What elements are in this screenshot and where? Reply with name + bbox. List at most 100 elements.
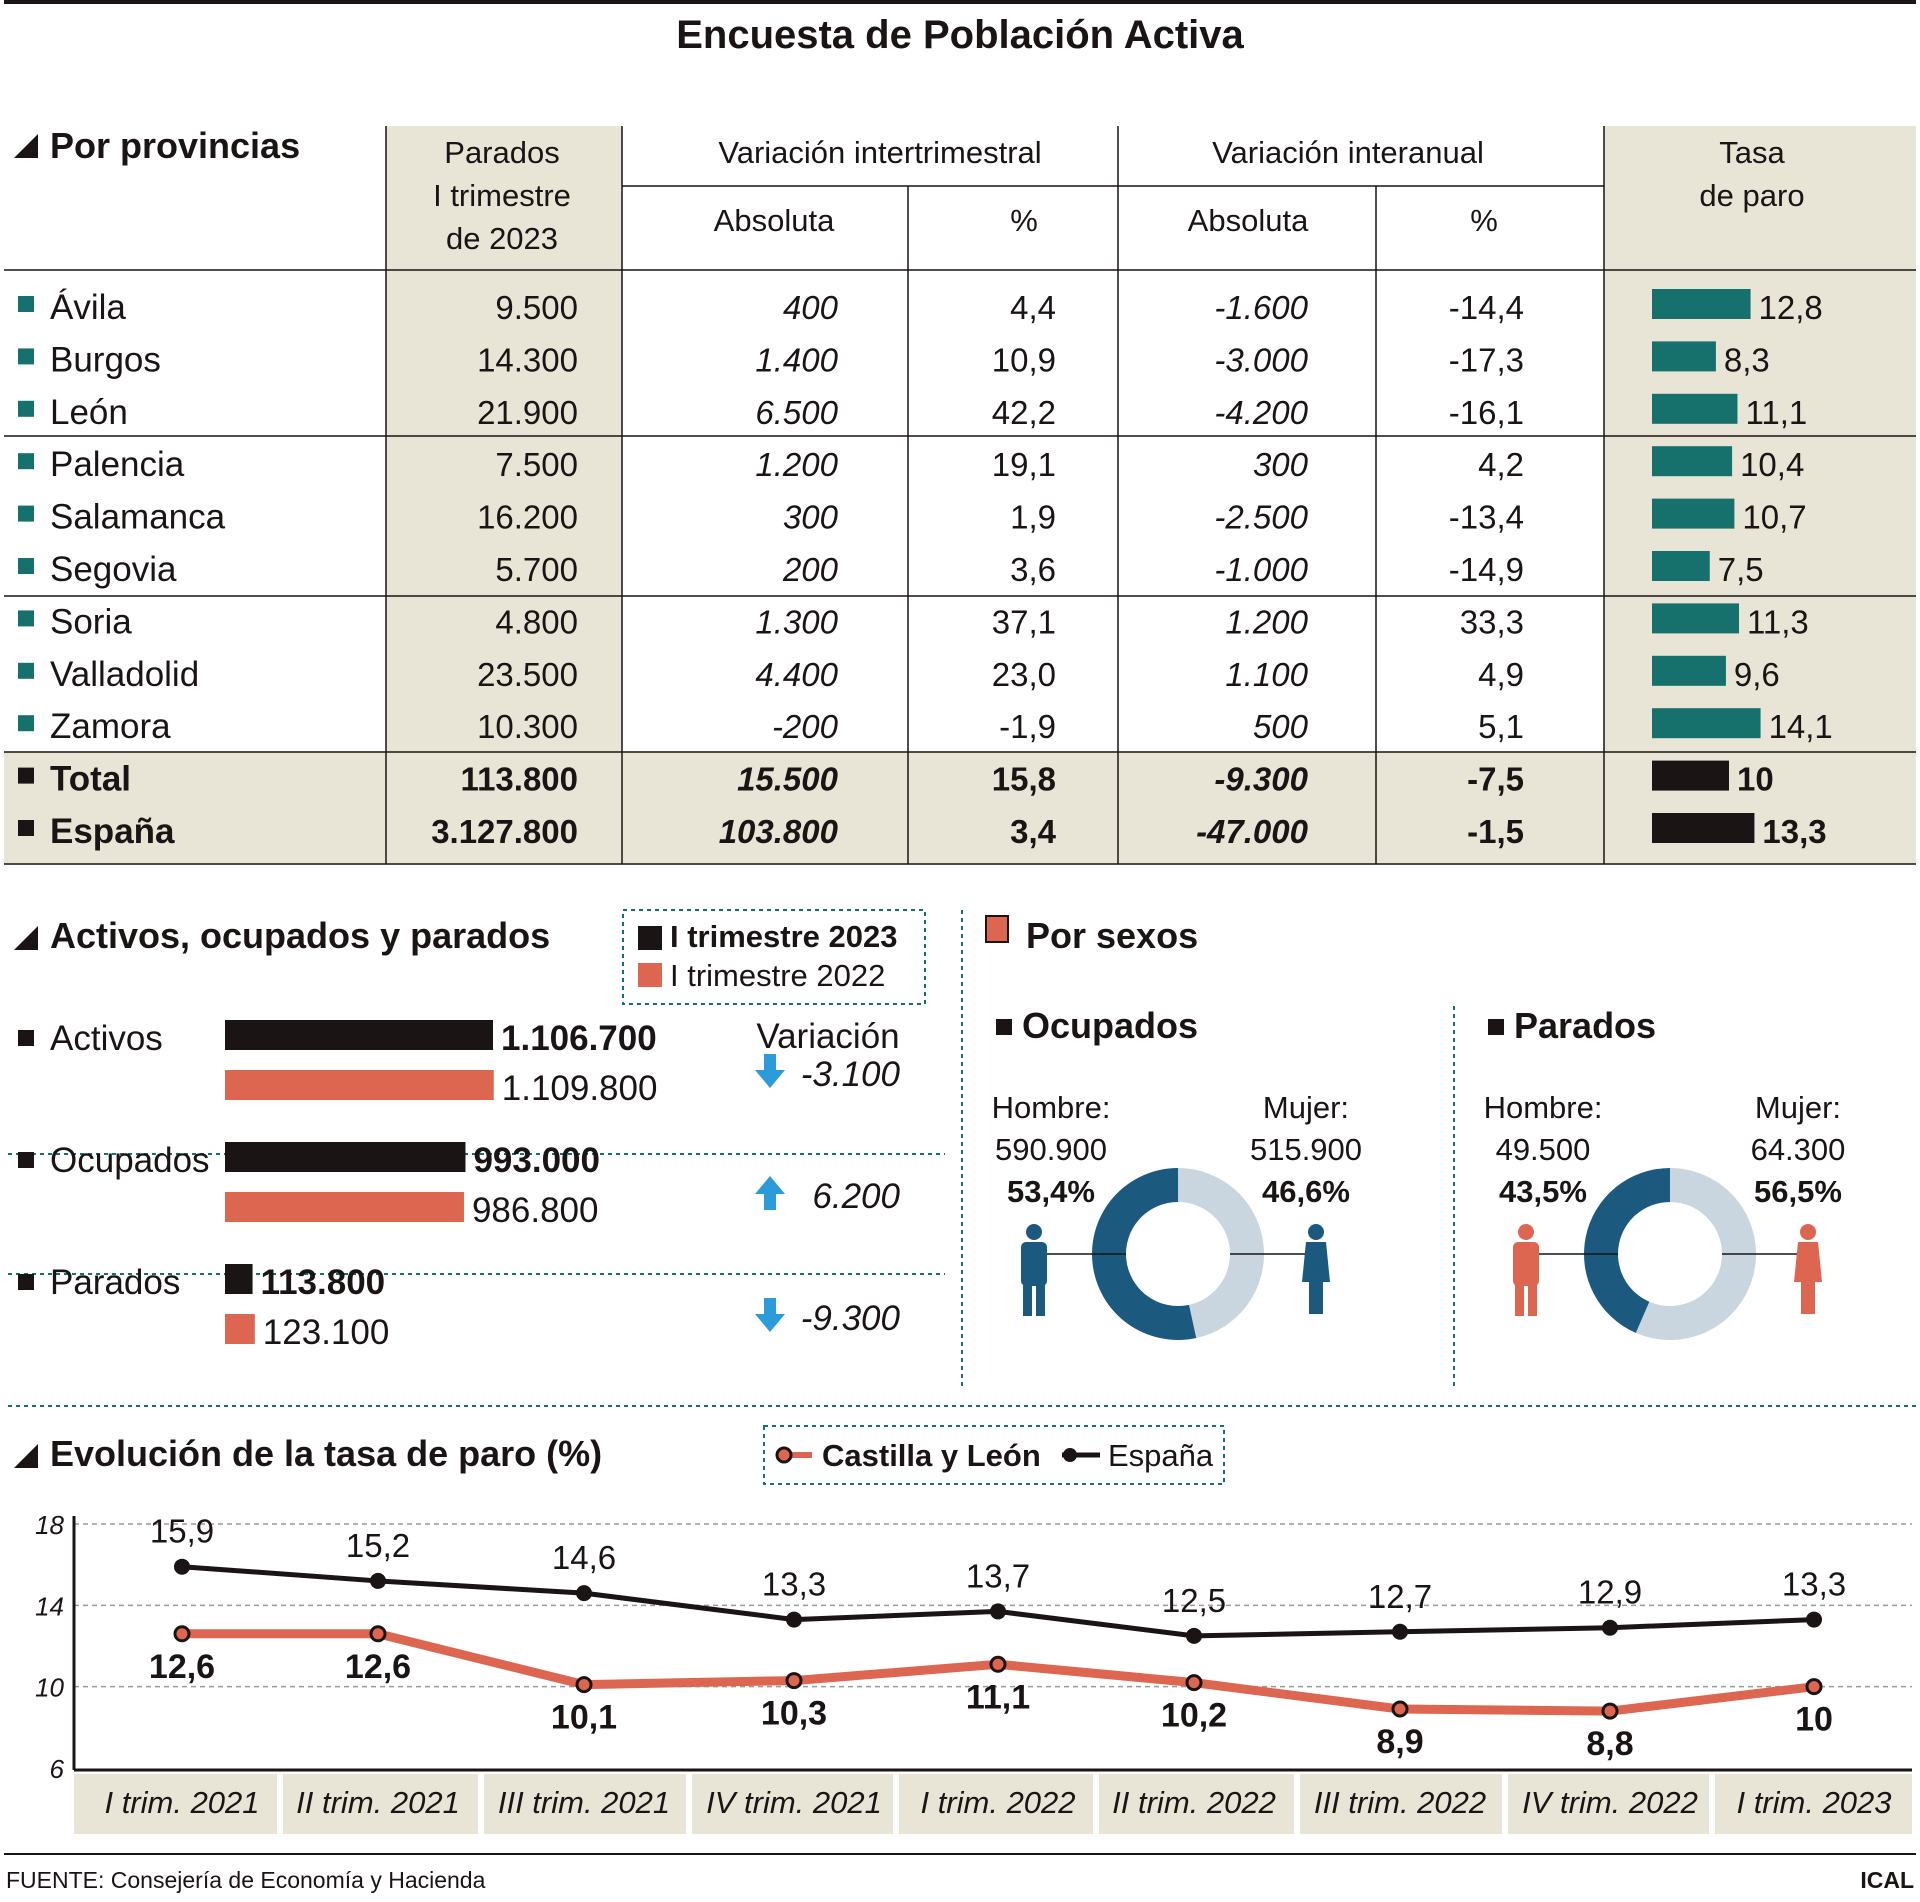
label-cyl: 12,6 [345, 1648, 411, 1686]
header-intertrimestral: Variación intertrimestral [718, 135, 1041, 170]
point-cyl [173, 1625, 191, 1643]
row-inter-pct: 4,4 [1010, 289, 1056, 326]
tasa-bar [1652, 393, 1738, 424]
tasa-label: 11,1 [1745, 394, 1807, 431]
table-row: Segovia 5.700 200 3,6 -1.000 -14,9 7,5 [18, 550, 1764, 589]
group-square-icon [18, 1152, 34, 1168]
provincias-table: Por provincias Parados I trimestre de 20… [4, 125, 1916, 865]
row-inter-absoluta: -200 [772, 708, 839, 745]
header-parados-2: I trimestre [433, 178, 571, 213]
row-anual-absoluta: 1.100 [1225, 656, 1308, 693]
arrow-up-icon [755, 1176, 785, 1210]
row-square-icon [18, 662, 34, 679]
row-name: Palencia [50, 445, 185, 484]
x-category-label: IV trim. 2021 [706, 1785, 882, 1820]
row-inter-pct: 1,9 [1010, 499, 1056, 536]
section-title-provincias: Por provincias [50, 125, 300, 166]
legend-marker-espana [1063, 1448, 1077, 1462]
row-anual-pct: -7,5 [1467, 761, 1524, 798]
tasa-label: 13,3 [1762, 813, 1826, 850]
legend-label-cyl: Castilla y León [822, 1438, 1041, 1473]
row-inter-pct: 42,2 [992, 394, 1056, 431]
row-name: Ávila [50, 288, 126, 327]
bar-2022 [225, 1192, 464, 1222]
x-category-label: I trim. 2023 [1736, 1785, 1891, 1820]
sexos-section: Por sexos Ocupados Hombre: 590.900 53,4% Muj… [985, 915, 1846, 1386]
x-category-bg [1099, 1774, 1294, 1834]
label-espana: 14,6 [552, 1539, 616, 1576]
legend-label-espana: España [1108, 1438, 1214, 1473]
table-row: Ávila 9.500 400 4,4 -1.600 -14,4 12,8 [18, 288, 1823, 327]
label-cyl: 8,9 [1376, 1723, 1423, 1761]
row-anual-absoluta: 500 [1253, 708, 1309, 745]
tasa-label: 14,1 [1769, 708, 1833, 745]
panel-square-icon [996, 1019, 1012, 1035]
parados-column-bg [386, 126, 622, 864]
row-name: Total [50, 760, 131, 799]
row-anual-pct: 33,3 [1460, 603, 1524, 640]
tasa-bar [1652, 551, 1710, 581]
row-inter-pct: 19,1 [992, 446, 1056, 483]
point-cyl [1805, 1678, 1823, 1696]
tasa-bar [1652, 289, 1751, 319]
point-cyl [575, 1676, 593, 1694]
table-grid [4, 126, 1916, 865]
label-espana: 12,9 [1578, 1574, 1642, 1611]
point-espana [370, 1572, 386, 1589]
x-category-label: II trim. 2022 [1112, 1785, 1276, 1820]
hombre-value: 590.900 [995, 1132, 1107, 1167]
header-anual-pct: % [1470, 203, 1498, 238]
row-inter-pct: 15,8 [992, 761, 1056, 798]
mujer-value: 64.300 [1751, 1132, 1846, 1167]
tasa-bar [1652, 655, 1726, 686]
arrow-down-icon [755, 1298, 785, 1332]
y-tick-label: 10 [35, 1673, 64, 1703]
row-anual-pct: -16,1 [1449, 394, 1524, 431]
table-row: Zamora 10.300 -200 -1,9 500 5,1 14,1 [18, 707, 1833, 746]
bar-2023-label: 113.800 [261, 1263, 386, 1302]
tasa-bar [1652, 708, 1761, 739]
row-anual-pct: -17,3 [1449, 341, 1524, 378]
donut-slice-hombre [1584, 1168, 1670, 1333]
row-parados: 16.200 [477, 499, 578, 536]
mujer-pct: 56,5% [1754, 1174, 1842, 1209]
top-rule [4, 0, 1916, 4]
row-anual-pct: -1,5 [1467, 813, 1524, 850]
row-name: Segovia [50, 550, 177, 589]
label-cyl: 11,1 [966, 1678, 1030, 1716]
row-anual-pct: 5,1 [1478, 708, 1524, 745]
row-inter-absoluta: 4.400 [755, 656, 838, 693]
row-parados: 23.500 [477, 656, 578, 693]
bar-2023 [225, 1020, 493, 1050]
tasa-label: 9,6 [1734, 656, 1780, 693]
table-row: Burgos 14.300 1.400 10,9 -3.000 -17,3 8,3 [18, 340, 1770, 379]
activos-legend-box [622, 909, 926, 1005]
ocupados-panel: Ocupados Hombre: 590.900 53,4% Mujer: 515.900… [992, 1005, 1362, 1340]
tasa-column-bg [1604, 126, 1916, 864]
x-category-bg [899, 1774, 1093, 1834]
row-parados: 9.500 [495, 289, 578, 326]
row-anual-absoluta: -4.200 [1214, 394, 1308, 431]
row-inter-pct: -1,9 [999, 708, 1056, 745]
table-row: Valladolid 23.500 4.400 23,0 1.100 4,9 9,6 [18, 655, 1780, 694]
x-category-label: II trim. 2021 [296, 1785, 460, 1820]
row-name: Valladolid [50, 655, 199, 694]
total-row: España 3.127.800 103.800 3,4 -47.000 -1,5 13,3 [18, 812, 1827, 851]
row-name: España [50, 812, 175, 851]
tasa-label: 12,8 [1759, 289, 1823, 326]
legend-swatch-2022 [638, 963, 662, 987]
table-row: Soria 4.800 1.300 37,1 1.200 33,3 11,3 [18, 602, 1809, 641]
label-cyl: 8,8 [1586, 1725, 1633, 1763]
row-name: Soria [50, 602, 132, 641]
tasa-label: 11,3 [1747, 603, 1809, 640]
x-category-bg [692, 1774, 893, 1834]
row-inter-pct: 37,1 [992, 603, 1056, 640]
row-inter-absoluta: 1.300 [755, 603, 838, 640]
chart-title: Evolución de la tasa de paro (%) [50, 1433, 602, 1474]
chart-legend-box [763, 1425, 1225, 1485]
x-category-bg [1300, 1774, 1502, 1834]
mujer-pct: 46,6% [1262, 1174, 1350, 1209]
legend-label-2022: I trimestre 2022 [670, 958, 885, 993]
activos-group-activos: Activos 1.106.700 1.109.800 -3.100 [18, 1019, 901, 1108]
point-espana [1602, 1619, 1618, 1636]
